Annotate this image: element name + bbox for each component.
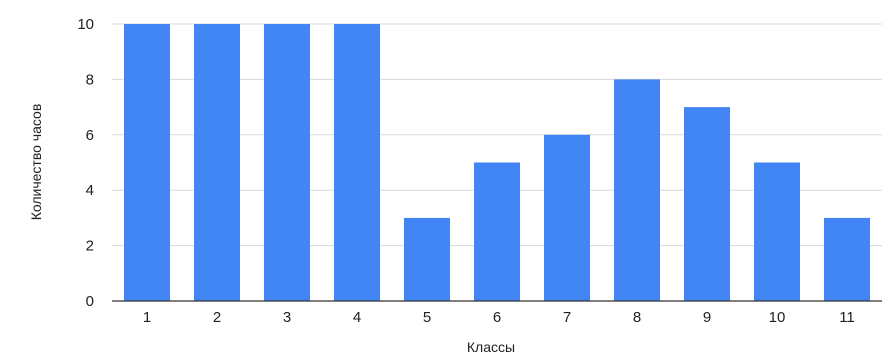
bar-3: [264, 24, 310, 301]
x-tick-label: 5: [423, 309, 431, 326]
bar-10: [754, 162, 800, 301]
x-tick-label: 10: [769, 309, 786, 326]
bar-1: [124, 24, 170, 301]
bar-series: [124, 24, 870, 302]
x-tick-label: 1: [143, 309, 151, 326]
bar-9: [684, 107, 730, 301]
x-tick-label: 8: [633, 309, 641, 326]
gridlines: [112, 23, 882, 247]
bar-6: [474, 162, 520, 301]
y-tick-label: 10: [77, 16, 94, 33]
y-tick-label: 8: [86, 71, 94, 88]
bar-7: [544, 134, 590, 301]
y-axis-ticks: 0 2 4 6 8 10: [77, 16, 94, 310]
x-axis-title: Классы: [467, 339, 515, 355]
y-tick-label: 6: [86, 127, 94, 144]
bar-2: [194, 24, 240, 301]
x-tick-label: 7: [563, 309, 571, 326]
x-tick-label: 11: [839, 309, 855, 326]
x-tick-label: 2: [213, 309, 221, 326]
y-tick-label: 2: [86, 238, 94, 255]
x-axis-ticks: 1 2 3 4 5 6 7 8 9 10 11: [143, 309, 855, 326]
y-axis-title: Количество часов: [28, 104, 44, 221]
x-tick-label: 3: [283, 309, 291, 326]
x-tick-label: 4: [353, 309, 361, 326]
x-tick-label: 6: [493, 309, 501, 326]
bar-11: [824, 217, 870, 301]
y-tick-label: 4: [86, 182, 94, 199]
bar-8: [614, 79, 660, 302]
x-tick-label: 9: [703, 309, 711, 326]
bar-4: [334, 24, 380, 301]
y-tick-label: 0: [86, 293, 94, 310]
bar-5: [404, 217, 450, 301]
